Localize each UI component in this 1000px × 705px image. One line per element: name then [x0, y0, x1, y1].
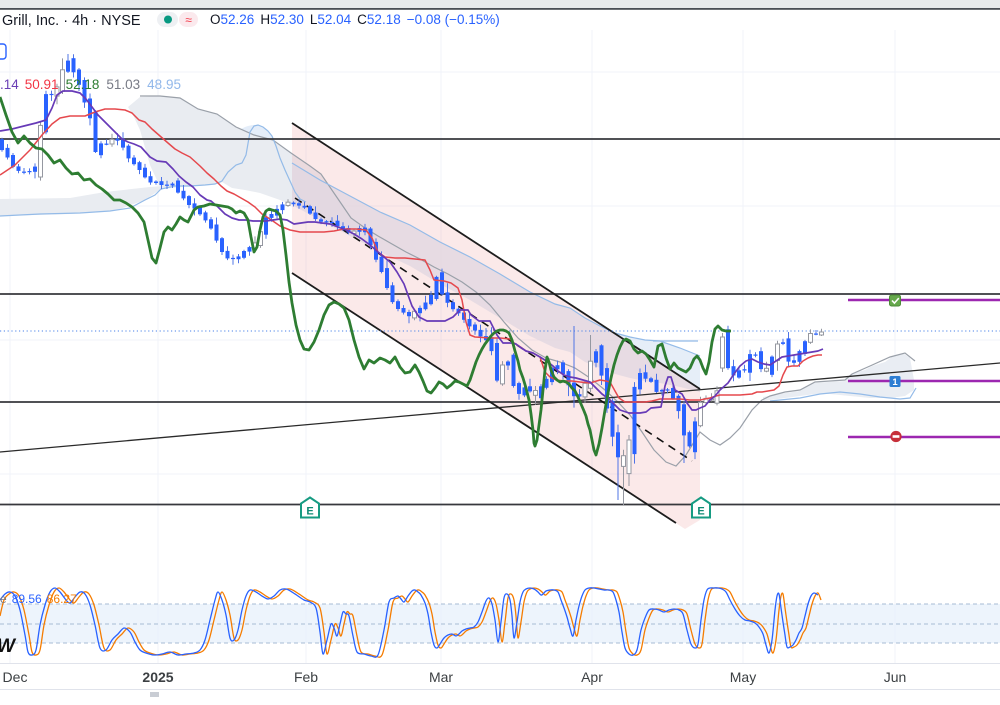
svg-text:W: W: [0, 636, 17, 657]
svg-text:Grill, Inc. · 4h · NYSE: Grill, Inc. · 4h · NYSE: [2, 13, 141, 29]
svg-text:≈: ≈: [185, 13, 192, 27]
svg-text:Jun: Jun: [884, 669, 907, 685]
svg-text:May: May: [730, 669, 756, 685]
svg-text:1: 1: [892, 377, 898, 388]
svg-text:E: E: [306, 506, 313, 518]
svg-text:2025: 2025: [142, 669, 173, 685]
svg-text:Dec: Dec: [3, 669, 28, 685]
svg-text:Mar: Mar: [429, 669, 453, 685]
svg-text:E: E: [697, 506, 704, 518]
svg-text:Feb: Feb: [294, 669, 318, 685]
svg-text:Apr: Apr: [581, 669, 603, 685]
